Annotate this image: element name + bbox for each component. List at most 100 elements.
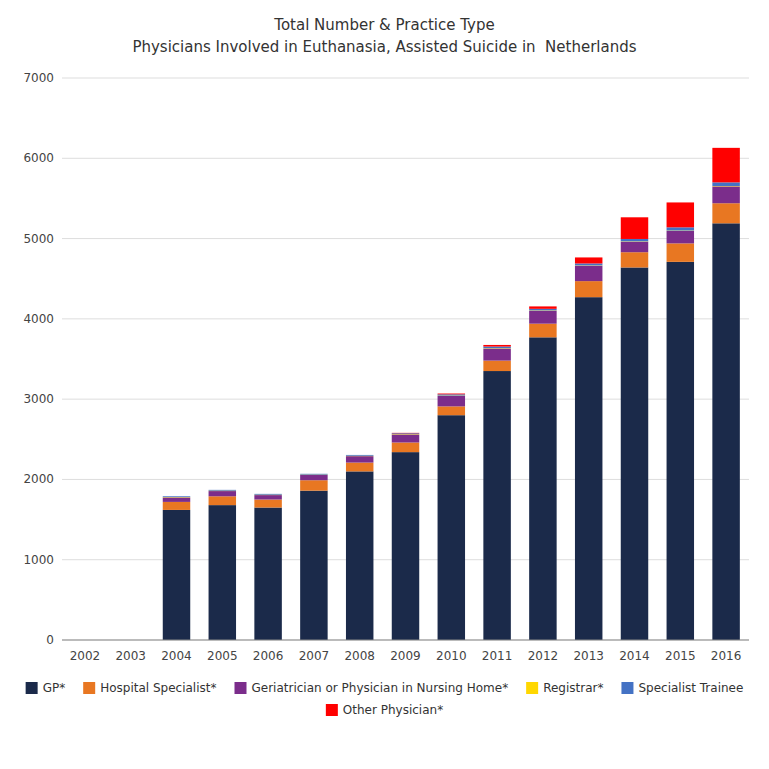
y-tick-label: 1000 (23, 553, 54, 567)
legend-item: Other Physician* (326, 703, 443, 717)
bar-segment (667, 227, 694, 230)
bar-segment (254, 493, 281, 495)
bar-segment (621, 242, 648, 252)
bar-segment (209, 496, 236, 505)
subtitle: Physicians Involved in Euthanasia, Assis… (132, 38, 636, 56)
bar-segment (163, 496, 190, 497)
grid-line (62, 78, 749, 79)
bar-segment (392, 433, 419, 435)
y-tick-label: 6000 (23, 151, 54, 165)
bar-segment (209, 489, 236, 491)
legend: GP* Hospital Specialist* Geriatrician or P… (26, 681, 744, 717)
bar-segment (346, 456, 373, 462)
grid-line (62, 640, 749, 641)
bar-segment (712, 186, 739, 203)
legend-item: Hospital Specialist* (83, 681, 216, 695)
bar-segment (712, 148, 739, 183)
bar-segment (529, 306, 556, 308)
bar-segment (209, 505, 236, 640)
bar-segment (712, 223, 739, 640)
bar-segment (575, 257, 602, 263)
bar-segment (346, 471, 373, 640)
x-tick-label: 2005 (207, 649, 238, 663)
bar-segment (483, 349, 510, 361)
bar-segment (300, 491, 327, 640)
legend-item: Registrar* (526, 681, 603, 695)
bar-segment (438, 395, 465, 396)
bar-segment (254, 494, 281, 495)
bar-segment (712, 182, 739, 186)
bar-segment (392, 432, 419, 433)
bar-segment (209, 489, 236, 490)
bar-segment (254, 508, 281, 640)
x-axis-line (62, 640, 749, 641)
legend-label: Hospital Specialist* (100, 681, 216, 695)
bar-segment (209, 491, 236, 496)
bar-segment (483, 347, 510, 349)
legend-swatch (621, 682, 633, 694)
bar-segment (438, 393, 465, 395)
bar-segment (667, 243, 694, 261)
bar-segment (163, 497, 190, 498)
legend-label: GP* (43, 681, 66, 695)
bar-segment (575, 266, 602, 281)
legend-item: GP* (26, 681, 66, 695)
legend-swatch (26, 682, 38, 694)
bar-segment (667, 202, 694, 227)
bar-segment (438, 394, 465, 395)
x-tick-label: 2012 (528, 649, 559, 663)
legend-swatch (526, 682, 538, 694)
legend-swatch (326, 704, 338, 716)
bar-segment (300, 474, 327, 475)
bar-segment (529, 337, 556, 640)
y-tick-label: 7000 (23, 71, 54, 85)
bar-segment (621, 267, 648, 640)
y-tick-label: 2000 (23, 472, 54, 486)
legend-item: Geriatrician or Physician in Nursing Hom… (235, 681, 509, 695)
bar-segment (575, 281, 602, 297)
bar-segment (254, 493, 281, 494)
bar-segment (254, 500, 281, 508)
bar-segment (621, 252, 648, 267)
bar-segment (712, 203, 739, 223)
bar-segment (392, 452, 419, 640)
x-tick-label: 2002 (70, 649, 101, 663)
x-tick-label: 2014 (619, 649, 650, 663)
x-tick-label: 2009 (390, 649, 421, 663)
bar-segment (667, 231, 694, 243)
bar-segment (438, 396, 465, 406)
y-tick-label: 5000 (23, 232, 54, 246)
legend-item: Specialist Trainee (621, 681, 743, 695)
bar-segment (209, 490, 236, 491)
legend-swatch (83, 682, 95, 694)
bar-segment (163, 497, 190, 501)
bar-segment (483, 361, 510, 371)
bar-segment (621, 217, 648, 239)
bar-segment (529, 309, 556, 311)
x-tick-label: 2006 (253, 649, 284, 663)
y-tick-label: 4000 (23, 312, 54, 326)
y-tick-label: 3000 (23, 392, 54, 406)
bar-segment (392, 434, 419, 442)
x-tick-label: 2008 (344, 649, 375, 663)
grid (62, 78, 749, 640)
bar-segment (254, 495, 281, 499)
x-tick-label: 2015 (665, 649, 696, 663)
bar-segment (483, 345, 510, 347)
bar-segment (300, 475, 327, 480)
bar-segment (438, 406, 465, 415)
x-tick-label: 2013 (573, 649, 604, 663)
chart: Total Number & Practice TypePhysicians I… (0, 0, 769, 769)
bar-segment (300, 480, 327, 490)
bar-segment (392, 434, 419, 435)
bar-segment (300, 473, 327, 475)
x-tick-label: 2011 (482, 649, 513, 663)
bar-segment (163, 496, 190, 498)
bar-segment (346, 455, 373, 456)
bar-segment (529, 324, 556, 338)
legend-swatch (235, 682, 247, 694)
bar-segment (529, 311, 556, 324)
x-tick-label: 2007 (299, 649, 330, 663)
bar-segment (346, 454, 373, 456)
legend-label: Registrar* (543, 681, 603, 695)
